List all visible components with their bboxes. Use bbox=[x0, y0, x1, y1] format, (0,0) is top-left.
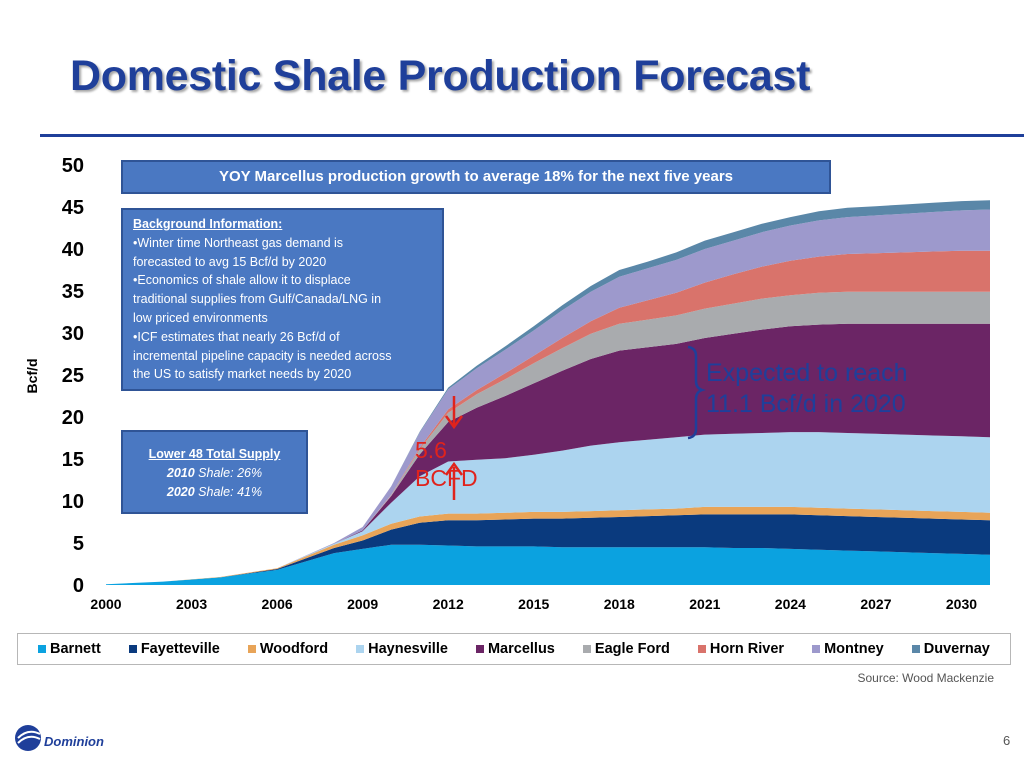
background-info-line: low priced environments bbox=[133, 310, 268, 325]
x-tick-label: 2015 bbox=[518, 596, 549, 612]
x-tick-label: 2024 bbox=[775, 596, 806, 612]
y-tick-label: 10 bbox=[62, 491, 84, 513]
y-tick-label: 25 bbox=[62, 365, 84, 387]
chart-areas bbox=[106, 200, 990, 585]
area-barnett bbox=[106, 544, 990, 585]
company-logo: Dominion bbox=[12, 718, 122, 758]
legend-item-horn-river: Horn River bbox=[697, 641, 784, 657]
area-montney bbox=[106, 209, 990, 585]
area-eagle-ford bbox=[106, 291, 990, 585]
marcellus-2012-annotation: 5.6 BCFD bbox=[415, 436, 478, 492]
lower48-2020-line: 2020 Shale: 41% bbox=[166, 485, 263, 499]
area-horn-river bbox=[106, 250, 990, 585]
legend-item-barnett: Barnett bbox=[38, 641, 101, 657]
expected-annotation: Expected to reach 11.1 Bcf/d in 2020 bbox=[706, 358, 908, 420]
y-tick-label: 5 bbox=[73, 533, 84, 555]
x-tick-label: 2003 bbox=[176, 596, 207, 612]
logo-text: Dominion bbox=[44, 734, 104, 749]
legend-swatch bbox=[356, 645, 365, 653]
y-axis-label: Bcf/d bbox=[24, 358, 40, 394]
background-info-box: Background Information: •Winter time Nor… bbox=[121, 208, 444, 391]
area-fayetteville bbox=[106, 514, 990, 585]
down-arrow-icon bbox=[444, 396, 464, 430]
legend-item-fayetteville: Fayetteville bbox=[128, 641, 220, 657]
legend-item-marcellus: Marcellus bbox=[475, 641, 555, 657]
marcellus-2012-unit: BCFD bbox=[415, 465, 478, 491]
title-underline bbox=[40, 134, 1024, 137]
expected-annotation-line: 11.1 Bcf/d in 2020 bbox=[706, 390, 906, 418]
x-tick-label: 2027 bbox=[860, 596, 891, 612]
x-tick-label: 2021 bbox=[689, 596, 720, 612]
lower48-2010-line: 2010 Shale: 26% bbox=[166, 466, 263, 480]
page-title: Domestic Shale Production Forecast bbox=[70, 52, 811, 100]
background-info-line: the US to satisfy market needs by 2020 bbox=[133, 367, 352, 382]
legend-swatch bbox=[128, 645, 137, 653]
marcellus-2012-value: 5.6 bbox=[415, 437, 447, 463]
y-tick-label: 50 bbox=[62, 155, 84, 177]
legend-swatch bbox=[475, 645, 484, 653]
legend-item-eagle-ford: Eagle Ford bbox=[582, 641, 670, 657]
area-woodford bbox=[106, 506, 990, 585]
x-tick-label: 2006 bbox=[262, 596, 293, 612]
y-tick-label: 45 bbox=[62, 197, 84, 219]
background-info-line: •ICF estimates that nearly 26 Bcf/d of bbox=[133, 329, 340, 344]
stacked-area-chart: 0 5 10 15 20 25 30 35 40 45 50 2000 2003 2006 2009 201… bbox=[62, 155, 990, 612]
y-tick-label: 30 bbox=[62, 323, 84, 345]
y-tick-label: 0 bbox=[73, 575, 84, 597]
y-axis-ticks: 0 5 10 15 20 25 30 35 40 45 50 bbox=[62, 155, 84, 597]
expected-annotation-line: Expected to reach bbox=[706, 359, 908, 387]
brace-icon bbox=[687, 345, 706, 440]
lower48-supply-box: Lower 48 Total Supply 2010 Shale: 26% 20… bbox=[121, 430, 308, 514]
x-tick-label: 2018 bbox=[604, 596, 635, 612]
x-axis-ticks: 2000 2003 2006 2009 2012 2015 2018 2021 2024 2027… bbox=[90, 596, 977, 612]
page-number: 6 bbox=[1003, 733, 1011, 748]
area-marcellus bbox=[106, 323, 990, 585]
up-arrow-icon bbox=[444, 461, 464, 500]
legend-item-montney: Montney bbox=[812, 641, 884, 657]
lower48-heading: Lower 48 Total Supply bbox=[148, 447, 281, 461]
y-tick-label: 20 bbox=[62, 407, 84, 429]
legend-swatch bbox=[38, 645, 47, 653]
background-info-line: incremental pipeline capacity is needed … bbox=[133, 348, 392, 363]
legend-item-woodford: Woodford bbox=[247, 641, 328, 657]
y-tick-label: 40 bbox=[62, 239, 84, 261]
background-info-line: traditional supplies from Gulf/Canada/LN… bbox=[133, 292, 382, 307]
x-tick-label: 2012 bbox=[433, 596, 464, 612]
background-info-line: •Winter time Northeast gas demand is bbox=[133, 235, 344, 250]
x-tick-label: 2009 bbox=[347, 596, 378, 612]
dominion-logo-icon bbox=[15, 725, 41, 751]
background-info-line: forecasted to avg 15 Bcf/d by 2020 bbox=[133, 254, 327, 269]
legend-swatch bbox=[582, 645, 591, 653]
source-note: Source: Wood Mackenzie bbox=[857, 671, 994, 685]
y-tick-label: 35 bbox=[62, 281, 84, 303]
chart-legend: Barnett Fayetteville Woodford Haynesvill… bbox=[17, 633, 1011, 665]
background-info-line: •Economics of shale allow it to displace bbox=[133, 273, 351, 288]
area-haynesville bbox=[106, 432, 990, 585]
marcellus-growth-banner: YOY Marcellus production growth to avera… bbox=[121, 160, 831, 194]
legend-swatch bbox=[911, 645, 920, 653]
legend-swatch bbox=[697, 645, 706, 653]
legend-swatch bbox=[247, 645, 256, 653]
y-tick-label: 15 bbox=[62, 449, 84, 471]
x-tick-label: 2030 bbox=[946, 596, 977, 612]
legend-swatch bbox=[812, 645, 821, 653]
background-info-heading: Background Information: bbox=[133, 217, 283, 231]
legend-item-duvernay: Duvernay bbox=[911, 641, 990, 657]
legend-item-haynesville: Haynesville bbox=[356, 641, 448, 657]
x-tick-label: 2000 bbox=[90, 596, 121, 612]
